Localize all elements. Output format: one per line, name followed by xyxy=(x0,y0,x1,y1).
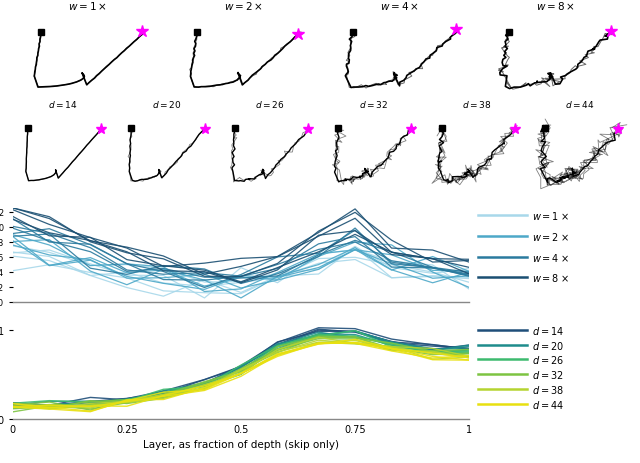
Text: $d=20$: $d=20$ xyxy=(532,339,563,351)
Title: $w=4\times$: $w=4\times$ xyxy=(380,0,419,12)
Title: $d=32$: $d=32$ xyxy=(358,99,388,110)
Title: $w=8\times$: $w=8\times$ xyxy=(536,0,575,12)
Text: $d=32$: $d=32$ xyxy=(532,369,563,381)
Title: $w=1\times$: $w=1\times$ xyxy=(68,0,108,12)
Title: $d=14$: $d=14$ xyxy=(48,99,78,110)
Text: $w=4\times$: $w=4\times$ xyxy=(532,251,568,263)
Title: $d=44$: $d=44$ xyxy=(565,99,595,110)
Title: $d=20$: $d=20$ xyxy=(152,99,181,110)
Text: $w=2\times$: $w=2\times$ xyxy=(532,231,568,243)
Title: $d=38$: $d=38$ xyxy=(462,99,492,110)
Text: $d=26$: $d=26$ xyxy=(532,354,563,366)
Text: $d=44$: $d=44$ xyxy=(532,398,563,410)
X-axis label: Layer, as fraction of depth (skip only): Layer, as fraction of depth (skip only) xyxy=(143,439,339,450)
Text: $w=1\times$: $w=1\times$ xyxy=(532,210,568,222)
Title: $d=26$: $d=26$ xyxy=(255,99,285,110)
Text: $d=14$: $d=14$ xyxy=(532,324,563,336)
Text: $w=8\times$: $w=8\times$ xyxy=(532,272,568,284)
Text: $d=38$: $d=38$ xyxy=(532,383,563,395)
Title: $w=2\times$: $w=2\times$ xyxy=(224,0,263,12)
